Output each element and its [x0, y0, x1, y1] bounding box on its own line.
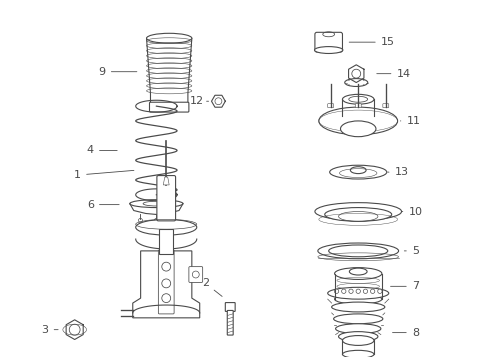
Circle shape [69, 324, 80, 335]
Ellipse shape [343, 336, 374, 345]
Circle shape [370, 289, 375, 293]
Circle shape [154, 219, 158, 222]
Circle shape [193, 271, 199, 278]
Circle shape [162, 262, 171, 271]
Text: 15: 15 [349, 37, 395, 47]
Text: 13: 13 [388, 167, 409, 177]
Ellipse shape [335, 294, 382, 304]
Circle shape [334, 289, 339, 293]
Text: 5: 5 [404, 246, 419, 256]
Ellipse shape [147, 33, 192, 43]
Circle shape [342, 289, 346, 293]
Circle shape [162, 294, 171, 302]
Ellipse shape [143, 201, 170, 206]
Text: 10: 10 [401, 207, 422, 216]
Ellipse shape [325, 208, 392, 221]
FancyBboxPatch shape [159, 229, 173, 254]
FancyBboxPatch shape [383, 104, 389, 108]
Circle shape [139, 219, 143, 222]
Ellipse shape [350, 167, 366, 174]
Circle shape [356, 289, 360, 293]
Text: 9: 9 [98, 67, 137, 77]
Text: 11: 11 [400, 116, 420, 126]
Ellipse shape [343, 94, 374, 104]
Circle shape [171, 219, 174, 222]
Text: 6: 6 [87, 199, 119, 210]
Text: 2: 2 [202, 278, 222, 296]
FancyBboxPatch shape [227, 310, 233, 335]
Ellipse shape [319, 107, 397, 135]
Text: 14: 14 [377, 69, 411, 79]
Ellipse shape [345, 78, 368, 86]
Circle shape [378, 289, 382, 293]
Ellipse shape [330, 165, 387, 179]
Circle shape [363, 289, 368, 293]
FancyBboxPatch shape [315, 32, 343, 52]
Circle shape [352, 69, 361, 78]
Ellipse shape [318, 243, 398, 259]
Text: 4: 4 [87, 145, 117, 156]
Circle shape [215, 98, 222, 105]
Text: 12: 12 [190, 96, 209, 106]
Text: 3: 3 [42, 325, 58, 335]
Ellipse shape [336, 324, 381, 334]
Circle shape [162, 279, 171, 288]
FancyBboxPatch shape [157, 176, 175, 221]
Ellipse shape [332, 302, 385, 312]
Text: 8: 8 [392, 328, 419, 338]
FancyBboxPatch shape [225, 302, 235, 311]
Ellipse shape [341, 121, 376, 137]
FancyBboxPatch shape [355, 104, 361, 108]
Ellipse shape [335, 267, 382, 279]
Ellipse shape [329, 245, 388, 257]
FancyBboxPatch shape [149, 102, 189, 112]
Circle shape [349, 289, 353, 293]
Ellipse shape [334, 314, 383, 324]
Ellipse shape [328, 287, 389, 299]
Ellipse shape [349, 268, 367, 275]
Ellipse shape [343, 350, 374, 358]
Ellipse shape [339, 332, 378, 342]
Polygon shape [163, 177, 169, 185]
Ellipse shape [315, 203, 401, 220]
Text: 1: 1 [74, 170, 134, 180]
Ellipse shape [130, 200, 183, 208]
Ellipse shape [315, 46, 343, 54]
Ellipse shape [136, 219, 197, 235]
Polygon shape [147, 38, 192, 105]
FancyBboxPatch shape [158, 250, 174, 314]
FancyBboxPatch shape [189, 267, 203, 282]
Text: 7: 7 [391, 281, 419, 291]
FancyBboxPatch shape [328, 104, 334, 108]
Polygon shape [133, 251, 200, 318]
